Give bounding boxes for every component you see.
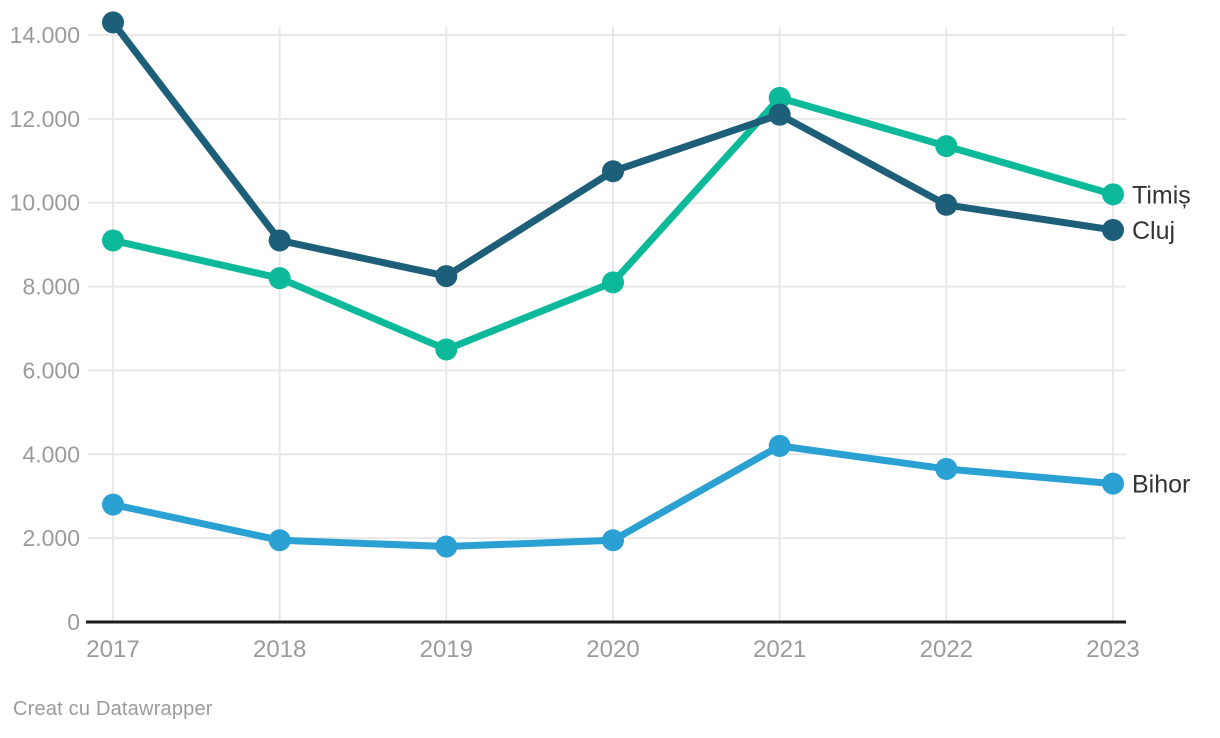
- y-tick-label: 8.000: [22, 274, 80, 300]
- series-label-timis: Timiș: [1132, 181, 1191, 209]
- point-bihor-2020[interactable]: [602, 529, 624, 552]
- point-cluj-2018[interactable]: [268, 229, 291, 252]
- x-tick-label: 2022: [920, 636, 973, 663]
- x-tick-label: 2023: [1086, 636, 1139, 663]
- y-tick-label: 6.000: [22, 357, 80, 383]
- point-timis-2020[interactable]: [602, 271, 624, 294]
- point-timis-2018[interactable]: [268, 267, 291, 290]
- x-tick-label: 2018: [253, 636, 306, 663]
- point-bihor-2018[interactable]: [268, 529, 291, 552]
- point-bihor-2022[interactable]: [935, 457, 958, 480]
- point-cluj-2021[interactable]: [768, 103, 791, 126]
- x-tick-label: 2021: [753, 636, 806, 663]
- point-cluj-2020[interactable]: [602, 160, 624, 183]
- y-tick-label: 4.000: [22, 441, 80, 467]
- y-tick-label: 10.000: [10, 190, 80, 216]
- datawrapper-credit-link[interactable]: Creat cu Datawrapper: [13, 698, 213, 720]
- point-timis-2022[interactable]: [935, 135, 958, 158]
- series-label-cluj: Cluj: [1132, 217, 1175, 245]
- point-timis-2023[interactable]: [1102, 183, 1124, 206]
- y-tick-label: 2.000: [22, 525, 80, 551]
- point-timis-2017[interactable]: [102, 229, 124, 252]
- point-bihor-2023[interactable]: [1102, 472, 1124, 495]
- y-tick-label: 0: [67, 609, 80, 635]
- y-tick-label: 12.000: [10, 106, 80, 132]
- series-label-bihor: Bihor: [1132, 471, 1190, 499]
- y-tick-label: 14.000: [10, 22, 80, 48]
- point-bihor-2019[interactable]: [435, 535, 458, 558]
- point-cluj-2023[interactable]: [1102, 218, 1124, 241]
- chart-canvas: 0 2.000 4.000 6.000 8.000 10.000 12.000 14.000 2…: [10, 11, 1191, 663]
- x-tick-label: 2017: [86, 636, 139, 663]
- point-bihor-2021[interactable]: [768, 434, 791, 457]
- x-tick-label: 2020: [586, 636, 639, 663]
- point-cluj-2022[interactable]: [935, 193, 958, 216]
- point-cluj-2019[interactable]: [435, 265, 458, 288]
- x-tick-label: 2019: [420, 636, 473, 663]
- point-timis-2021[interactable]: [768, 86, 791, 109]
- point-timis-2019[interactable]: [435, 338, 458, 361]
- point-bihor-2017[interactable]: [102, 493, 124, 516]
- point-cluj-2017[interactable]: [102, 11, 124, 34]
